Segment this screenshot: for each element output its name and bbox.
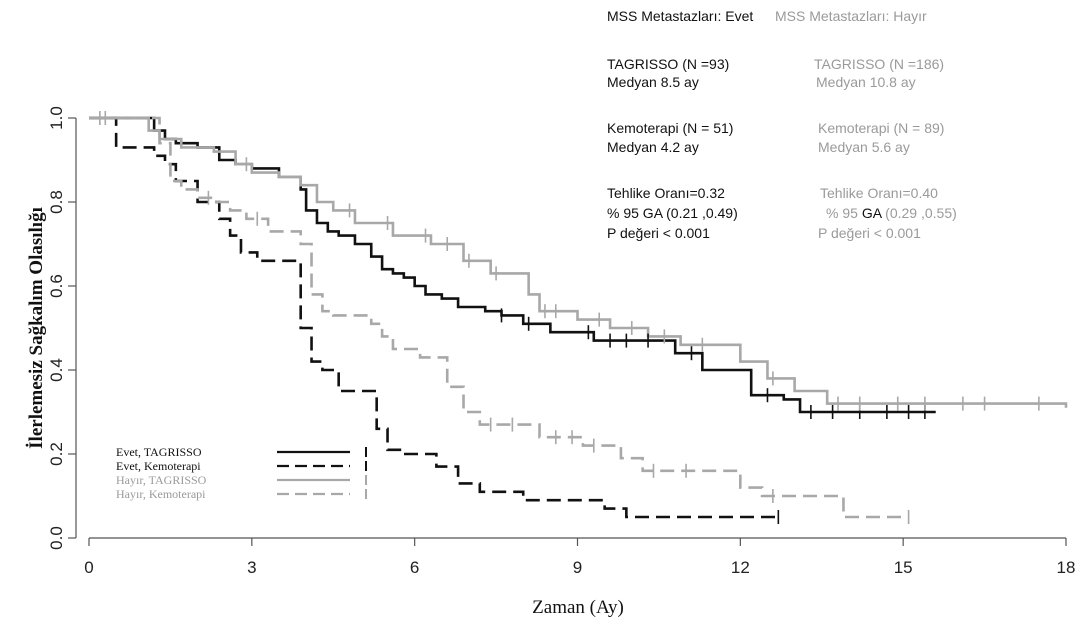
x-tick-label: 6: [410, 558, 419, 577]
legend-label: Hayır, TAGRISSO: [116, 473, 207, 487]
hayir-tagrisso-median: Medyan 10.8 ay: [816, 74, 916, 90]
x-tick-label: 18: [1057, 558, 1076, 577]
legend-label: Hayır, Kemoterapi: [116, 487, 206, 501]
y-tick-label: 0.2: [47, 442, 66, 466]
series-line-0: [89, 116, 936, 414]
y-tick-label: 1.0: [47, 106, 66, 130]
hayir-p-value: P değeri < 0.001: [818, 225, 921, 241]
evet-tagrisso-median: Medyan 8.5 ay: [607, 74, 699, 90]
hayir-hazard-ratio: Tehlike Oranı=0.40: [820, 185, 938, 201]
y-tick-label: 0.4: [47, 358, 66, 382]
series-line-1: [89, 116, 779, 519]
header-evet: MSS Metastazları: Evet: [607, 8, 754, 24]
censor-marks: [99, 111, 1040, 524]
x-tick-label: 12: [731, 558, 750, 577]
x-tick-label: 9: [573, 558, 582, 577]
legend-label: Evet, Kemoterapi: [116, 459, 201, 473]
evet-hazard-ratio: Tehlike Oranı=0.32: [607, 185, 725, 201]
x-axis-title: Zaman (Ay): [532, 597, 624, 618]
hayir-chemo-median: Medyan 5.6 ay: [818, 139, 910, 155]
series-line-2: [89, 116, 1068, 408]
hayir-tagrisso-n: TAGRISSO (N =186): [814, 56, 945, 72]
hayir-ci-values: (0.29 ,0.55): [881, 205, 957, 221]
x-tick-label: 0: [84, 558, 93, 577]
x-tick-label: 15: [894, 558, 913, 577]
hayir-chemo-n: Kemoterapi (N = 89): [818, 120, 945, 136]
y-tick-label: 0.8: [47, 190, 66, 214]
survival-curves: [89, 116, 1068, 519]
y-tick-label: 0.6: [47, 274, 66, 298]
axis-ticks: 0 3 6 9 12 15 18 0.0 0.2 0.4 0.6 0.8 1.0: [47, 106, 1075, 577]
evet-chemo-n: Kemoterapi (N = 51): [607, 120, 734, 136]
hayir-confidence-interval: % 95 GA (0.29 ,0.55): [826, 204, 957, 222]
evet-chemo-median: Medyan 4.2 ay: [607, 139, 699, 155]
y-axis-title: İlerlemesiz Sağkalım Olasılığı: [26, 207, 47, 449]
x-tick-label: 3: [247, 558, 256, 577]
hayir-ci-ga: GA: [861, 205, 882, 221]
evet-confidence-interval: % 95 GA (0.21 ,0.49): [607, 205, 738, 221]
series-line-3: [89, 116, 909, 519]
legend-label: Evet, TAGRISSO: [116, 445, 202, 459]
axes: [75, 118, 1066, 539]
evet-tagrisso-n: TAGRISSO (N =93): [607, 56, 730, 72]
header-hayir: MSS Metastazları: Hayır: [775, 8, 927, 24]
hayir-ci-prefix: % 95: [826, 205, 862, 221]
y-tick-label: 0.0: [47, 526, 66, 550]
evet-p-value: P değeri < 0.001: [607, 225, 710, 241]
